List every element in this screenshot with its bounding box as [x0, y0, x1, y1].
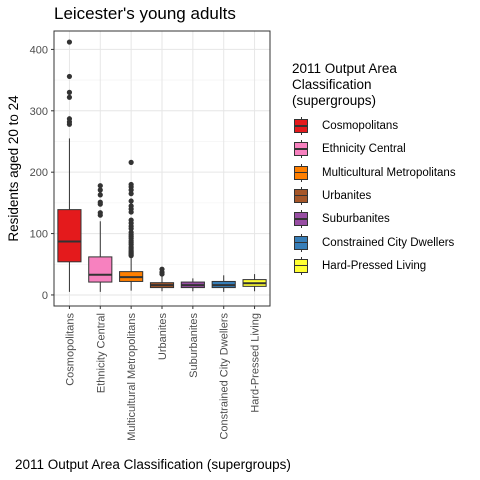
x-tick-label: Suburbanites [188, 313, 200, 378]
x-tick-label: Constrained City Dwellers [219, 313, 231, 440]
legend-item: Cosmopolitans [292, 117, 398, 135]
outlier-point [97, 192, 103, 198]
outlier-point [66, 94, 73, 100]
legend-label: Suburbanites [322, 213, 390, 226]
legend-title-line: (supergroups) [292, 93, 377, 108]
outlier-point [66, 121, 73, 127]
legend-item: Suburbanites [292, 210, 390, 229]
legend-title-line: Classification [292, 77, 372, 92]
y-tick-label: 200 [30, 167, 48, 179]
legend-key [292, 233, 310, 252]
outlier-point [128, 253, 134, 259]
outlier-point [128, 159, 134, 165]
legend-label: Multicultural Metropolitans [322, 166, 456, 179]
legend-key [292, 186, 310, 205]
legend-key-median [294, 171, 308, 174]
y-tick-label: 100 [30, 229, 48, 241]
legend-title: 2011 Output Area Classification (supergr… [292, 61, 467, 109]
legend-key-median [294, 194, 308, 197]
y-tick-label: 0 [42, 290, 48, 302]
y-tick-label: 400 [30, 44, 48, 56]
outlier-point [66, 39, 73, 45]
legend-key-median [294, 125, 308, 127]
x-tick-label: Ethnicity Central [95, 313, 107, 393]
legend-label: Constrained City Dwellers [322, 236, 455, 249]
outlier-point [128, 191, 134, 197]
box [88, 256, 113, 283]
y-axis-title: Residents aged 20 to 24 [6, 95, 21, 242]
legend-label: Ethnicity Central [322, 143, 406, 156]
outlier-point [128, 198, 134, 204]
legend-key [292, 163, 310, 182]
legend-label: Urbanites [322, 189, 372, 202]
legend-key-median [294, 218, 308, 220]
x-axis-title: 2011 Output Area Classification (supergr… [15, 457, 291, 472]
legend-key [292, 256, 310, 275]
outlier-point [97, 187, 103, 193]
legend-label: Cosmopolitans [322, 120, 399, 132]
outlier-point [159, 271, 165, 277]
legend-key-median [294, 264, 308, 267]
outlier-point [128, 187, 134, 193]
x-tick-label: Hard-Pressed Living [250, 313, 262, 413]
outlier-point [128, 226, 134, 232]
chart-title: Leicester's young adults [54, 4, 236, 23]
outlier-point [128, 209, 134, 215]
x-tick-label: Urbanites [157, 313, 169, 361]
legend-key-median [294, 241, 308, 243]
legend-item: Ethnicity Central [292, 140, 406, 159]
x-tick-label: Multicultural Metropolitans [126, 313, 138, 441]
legend-item: Urbanites [292, 186, 372, 205]
legend-label: Hard-Pressed Living [322, 259, 427, 272]
outlier-point [66, 89, 73, 95]
legend-item: Hard-Pressed Living [292, 256, 427, 275]
legend-item: Constrained City Dwellers [292, 233, 455, 252]
outlier-point [66, 73, 73, 80]
legend-key [292, 210, 310, 229]
legend-key-median [294, 148, 308, 150]
outlier-point [97, 201, 103, 207]
legend-title-line: 2011 Output Area [292, 61, 397, 76]
legend-item: Multicultural Metropolitans [292, 163, 456, 182]
outlier-point [97, 183, 103, 189]
x-tick-label: Cosmopolitans [64, 313, 76, 386]
outlier-point [97, 212, 103, 218]
legend-key [292, 117, 310, 135]
y-tick-label: 300 [30, 106, 48, 118]
legend-key [292, 140, 310, 159]
box [57, 209, 82, 263]
